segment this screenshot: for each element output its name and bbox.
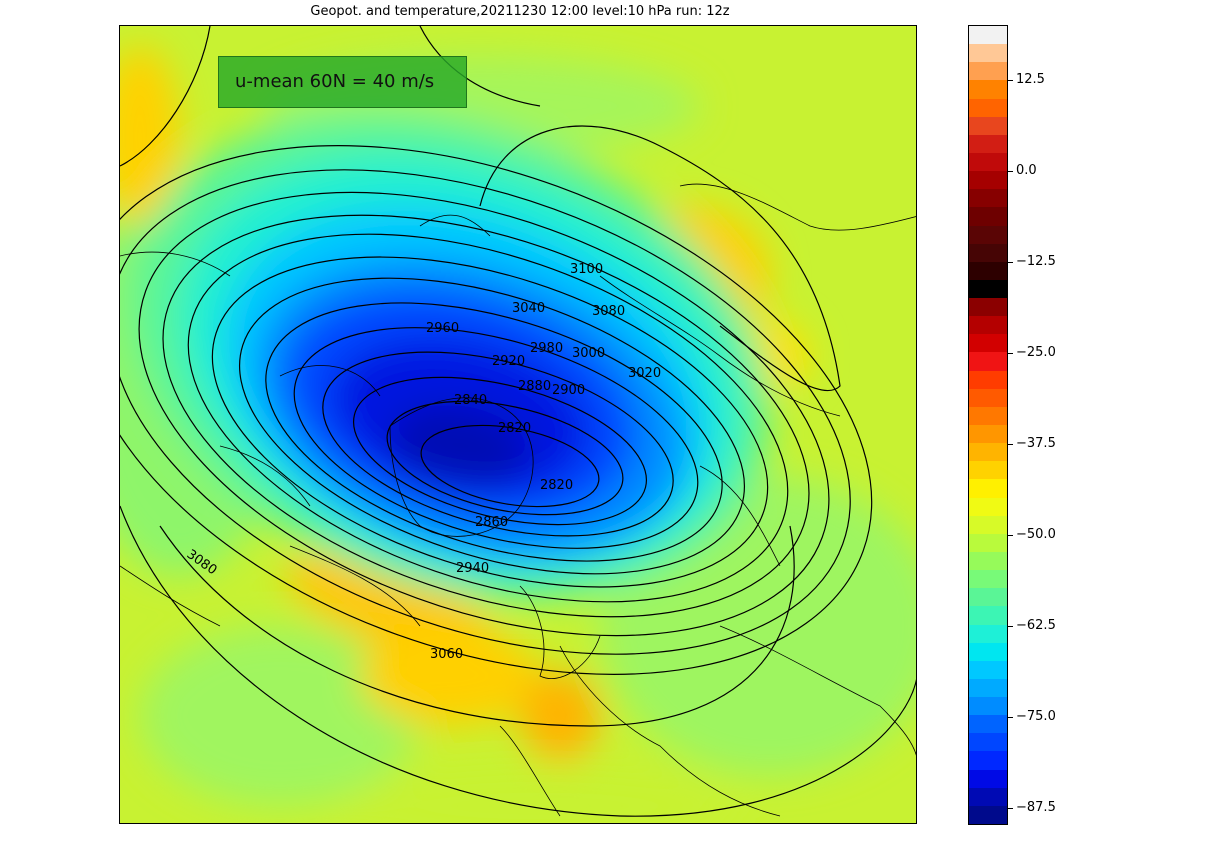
colorbar-segment	[969, 279, 1007, 299]
colorbar-segment	[969, 769, 1007, 789]
colorbar-segment	[969, 207, 1007, 227]
colorbar-segment	[969, 715, 1007, 734]
u-mean-annotation: u-mean 60N = 40 m/s	[218, 56, 467, 108]
colorbar-segment	[969, 334, 1007, 354]
colorbar-segment	[969, 152, 1007, 172]
colorbar-segment	[969, 570, 1007, 589]
colorbar-segment	[969, 624, 1007, 644]
colorbar-tick	[1008, 80, 1013, 81]
colorbar-segment	[969, 134, 1007, 154]
contour-label: 3020	[628, 366, 661, 381]
temperature-field: 3100 3080 3040 3020 3000 2980 2960 2920 …	[120, 26, 916, 823]
colorbar-segment	[969, 406, 1007, 426]
colorbar-segment	[969, 787, 1007, 807]
colorbar-segment	[969, 243, 1007, 263]
contour-label: 3080	[592, 304, 625, 319]
colorbar-segment	[969, 225, 1007, 245]
contour-label: 2940	[456, 561, 489, 576]
colorbar-tick-label: −25.0	[1016, 345, 1056, 360]
colorbar-segment	[969, 98, 1007, 118]
contour-label: 3060	[430, 647, 463, 662]
contour-label: 2860	[475, 515, 508, 530]
contour-label: 2820	[498, 421, 531, 436]
contour-label: 2840	[454, 393, 487, 408]
colorbar-segment	[969, 515, 1007, 535]
colorbar-segment	[969, 189, 1007, 208]
geopotential-contours	[120, 26, 916, 817]
colorbar-segment	[969, 316, 1007, 335]
contour-label: 3040	[512, 301, 545, 316]
colorbar-tick-label: 0.0	[1016, 163, 1037, 178]
contour-label: 2920	[492, 354, 525, 369]
colorbar-segment	[969, 751, 1007, 771]
colorbar-segment	[969, 479, 1007, 499]
colorbar-segment	[969, 461, 1007, 480]
colorbar-tick-label: −62.5	[1016, 618, 1056, 633]
chart-title: Geopot. and temperature,20211230 12:00 l…	[310, 4, 730, 19]
colorbar-tick-label: −50.0	[1016, 527, 1056, 542]
colorbar-segment	[969, 425, 1007, 444]
colorbar-tick	[1008, 535, 1013, 536]
contour-label: 3100	[570, 262, 603, 277]
colorbar-segment	[969, 80, 1007, 100]
colorbar-tick	[1008, 717, 1013, 718]
colorbar-tick	[1008, 808, 1013, 809]
colorbar-segment	[969, 588, 1007, 607]
colorbar	[968, 25, 1008, 825]
colorbar-segment	[969, 733, 1007, 753]
colorbar-segment	[969, 606, 1007, 626]
colorbar-segment	[969, 388, 1007, 408]
contour-label: 2900	[552, 383, 585, 398]
colorbar-segment	[969, 261, 1007, 281]
coastlines	[120, 183, 916, 817]
colorbar-tick	[1008, 171, 1013, 172]
colorbar-segment	[969, 116, 1007, 136]
colorbar-segment	[969, 497, 1007, 517]
colorbar-tick-label: −37.5	[1016, 436, 1056, 451]
colorbar-segment	[969, 660, 1007, 680]
colorbar-tick	[1008, 444, 1013, 445]
colorbar-segment	[969, 551, 1007, 571]
contour-label: 2960	[426, 321, 459, 336]
colorbar-tick	[1008, 353, 1013, 354]
colorbar-segment	[969, 298, 1007, 317]
colorbar-segment	[969, 443, 1007, 462]
contour-label: 3000	[572, 346, 605, 361]
colorbar-segment	[969, 171, 1007, 190]
colorbar-segment	[969, 805, 1007, 824]
colorbar-tick-label: −75.0	[1016, 709, 1056, 724]
colorbar-tick	[1008, 626, 1013, 627]
contour-label: 2980	[530, 341, 563, 356]
colorbar-segment	[969, 642, 1007, 662]
contour-label: 2880	[518, 379, 551, 394]
colorbar-segment	[969, 44, 1007, 63]
colorbar-tick-label: 12.5	[1016, 72, 1045, 87]
contour-label: 2820	[540, 478, 573, 493]
map-panel: 3100 3080 3040 3020 3000 2980 2960 2920 …	[119, 25, 917, 824]
colorbar-segment	[969, 678, 1007, 698]
colorbar-tick-label: −12.5	[1016, 254, 1056, 269]
colorbar-segment	[969, 352, 1007, 372]
colorbar-segment	[969, 26, 1007, 45]
colorbar-segment	[969, 533, 1007, 553]
colorbar-tick-label: −87.5	[1016, 800, 1056, 815]
colorbar-tick	[1008, 262, 1013, 263]
colorbar-segment	[969, 370, 1007, 390]
colorbar-segment	[969, 62, 1007, 81]
colorbar-segment	[969, 697, 1007, 716]
